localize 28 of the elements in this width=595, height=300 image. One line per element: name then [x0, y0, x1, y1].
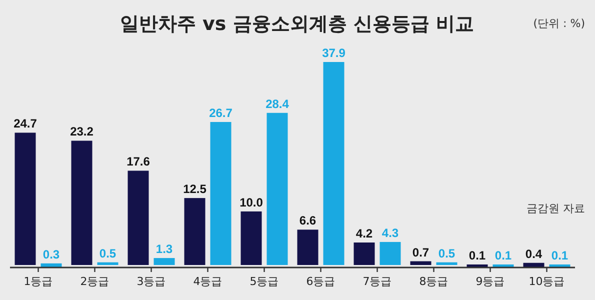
- annotation: 금감원 자료: [526, 202, 585, 215]
- bar: [380, 242, 401, 265]
- x-tick-label: 4등급: [193, 275, 222, 288]
- bar: [266, 112, 288, 265]
- x-tick-label: 7등급: [362, 275, 392, 288]
- bar: [354, 242, 375, 265]
- x-tick-label: 8등급: [419, 275, 448, 288]
- x-tick-label: 9등급: [476, 275, 505, 288]
- bar: [128, 170, 149, 265]
- bar: [154, 258, 175, 265]
- x-tick-label: 3등급: [136, 275, 166, 288]
- x-tick-label: 6등급: [306, 275, 336, 288]
- bar: [97, 262, 118, 265]
- x-tick-label: 5등급: [250, 275, 279, 288]
- bar: [210, 122, 232, 265]
- bar: [436, 262, 458, 265]
- text: (단위 : %): [533, 17, 585, 30]
- x-tick-label: 10등급: [528, 275, 565, 288]
- title: 일반차주 vs 금융소외계층 신용등급 비교: [120, 13, 474, 35]
- bar: [297, 230, 318, 265]
- bar: [14, 132, 36, 265]
- bar: [240, 211, 262, 265]
- x-tick-label: 2등급: [80, 275, 110, 288]
- bar: [71, 140, 92, 265]
- bar: [323, 62, 344, 265]
- bar: [184, 198, 206, 265]
- bar: [410, 261, 432, 265]
- x-tick-label: 1등급: [24, 275, 53, 288]
